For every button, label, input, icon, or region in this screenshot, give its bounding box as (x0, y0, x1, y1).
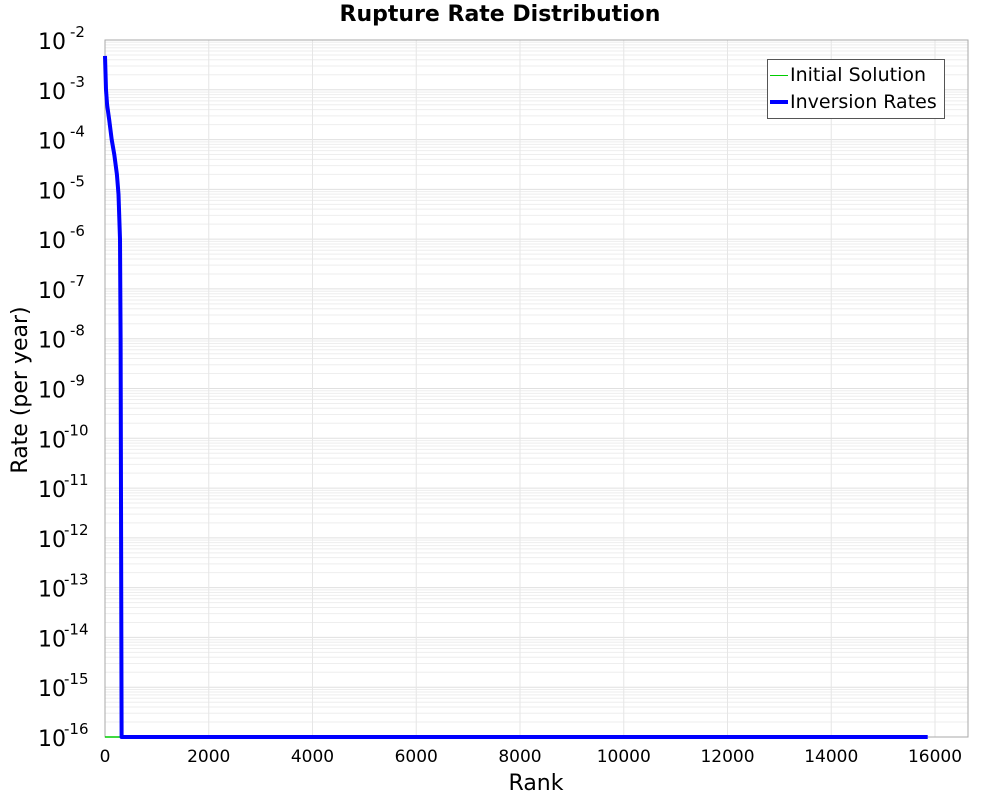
y-axis-ticks: 10-210-310-410-510-610-710-810 -910-1010-… (38, 23, 89, 752)
legend-label: Initial Solution (790, 64, 927, 86)
y-tick-exponent: -7 (70, 272, 85, 290)
y-tick-label: 10 (38, 229, 66, 254)
legend-item-initial-solution: Initial Solution (770, 62, 926, 88)
x-tick-label: 10000 (597, 747, 651, 767)
y-tick-exponent: -8 (70, 322, 85, 340)
y-tick-exponent: -3 (70, 73, 85, 91)
legend-item-inversion-rates: Inversion Rates (770, 89, 937, 115)
y-tick-label: 10 (38, 179, 66, 204)
y-tick-label: 10 (38, 528, 66, 553)
y-tick-exponent: -9 (70, 372, 85, 390)
series-line-inversion-rates (103, 55, 928, 739)
x-tick-label: 2000 (187, 747, 230, 767)
y-tick-exponent: -6 (70, 222, 85, 240)
y-tick-exponent: -4 (70, 123, 85, 141)
y-tick-label: 10 (38, 329, 66, 354)
x-tick-label: 0 (100, 747, 111, 767)
y-tick-label: 10 (38, 130, 66, 155)
y-tick-label: 10 (38, 279, 66, 304)
y-tick-exponent: -12 (64, 521, 89, 539)
grid-lines (104, 40, 968, 738)
x-tick-label: 4000 (291, 747, 334, 767)
y-tick-label: 10 (38, 578, 66, 603)
x-tick-label: 12000 (700, 747, 754, 767)
x-tick-label: 8000 (498, 747, 541, 767)
y-tick-label: 10 (38, 727, 66, 752)
legend-label: Inversion Rates (790, 91, 937, 113)
chart-title: Rupture Rate Distribution (339, 2, 661, 27)
x-axis-label: Rank (509, 771, 564, 796)
legend-swatch-blue (770, 100, 788, 104)
series-lines (103, 55, 928, 739)
y-tick-label: 10 (38, 478, 66, 503)
y-tick-exponent: -2 (70, 23, 85, 41)
y-tick-label: 10 (38, 379, 66, 404)
x-tick-label: 16000 (908, 747, 962, 767)
y-tick-label: 10 (38, 677, 66, 702)
y-axis-label: Rate (per year) (8, 306, 33, 473)
x-axis-ticks: 0 2000 4000 6000 8000 10000 12000 14000 16000 (100, 747, 962, 767)
x-tick-label: 14000 (804, 747, 858, 767)
y-tick-label: 10 (38, 80, 66, 105)
legend-swatch-green (770, 74, 788, 76)
y-tick-exponent: -11 (64, 471, 89, 489)
y-tick-exponent: -16 (64, 720, 89, 738)
y-tick-exponent: -13 (64, 571, 89, 589)
legend: Initial Solution Inversion Rates (767, 59, 945, 119)
y-tick-label: 10 (38, 428, 66, 453)
y-tick-label: 10 (38, 627, 66, 652)
y-tick-exponent: -15 (64, 670, 89, 688)
y-tick-label: 10 (38, 30, 66, 55)
x-tick-label: 6000 (395, 747, 438, 767)
y-tick-exponent: -10 (64, 421, 89, 439)
y-tick-exponent: -5 (70, 172, 85, 190)
y-tick-exponent: -14 (64, 620, 89, 638)
